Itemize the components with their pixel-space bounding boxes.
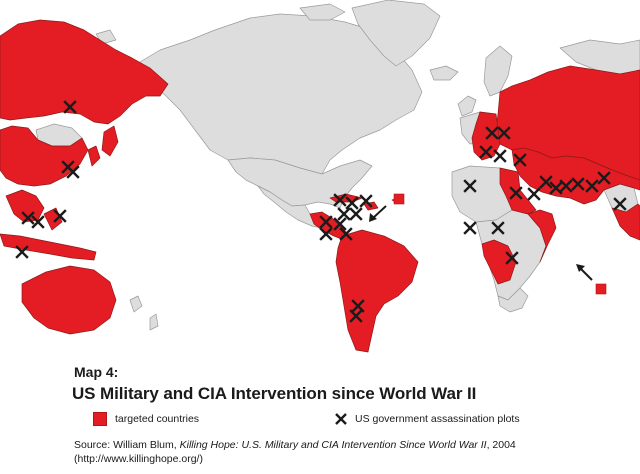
assassination-plot-marker — [63, 100, 77, 114]
assassination-plot-marker — [491, 221, 505, 235]
seychelles-callout-box — [595, 283, 607, 295]
assassination-plot-marker — [585, 179, 599, 193]
china — [0, 125, 89, 187]
legend-label-targeted: targeted countries — [115, 413, 200, 425]
assassination-plot-marker — [333, 193, 347, 207]
assassination-plot-marker — [463, 221, 477, 235]
assassination-plot-marker — [333, 217, 347, 231]
assassination-plot-marker — [66, 165, 80, 179]
canadian-islands — [299, 3, 346, 21]
red-square-icon — [93, 412, 107, 426]
australia — [21, 265, 117, 335]
east-africa — [527, 209, 557, 263]
pacific-islands — [129, 295, 159, 331]
indian-ocean-arrow-icon — [576, 264, 593, 281]
assassination-plot-marker — [349, 309, 363, 323]
legend-item-targeted: targeted countries — [93, 412, 199, 426]
greenland — [351, 0, 441, 67]
southeast-asia — [5, 189, 63, 231]
source-year: , 2004 — [486, 439, 516, 451]
source-book-title: Killing Hope: U.S. Military and CIA Inte… — [179, 439, 487, 451]
alaska-canada — [139, 13, 423, 175]
assassination-plot-marker — [613, 197, 627, 211]
assassination-plot-marker — [549, 181, 563, 195]
assassination-plot-marker — [359, 194, 373, 208]
grenada-callout-box — [393, 193, 405, 205]
assassination-plot-marker — [463, 179, 477, 193]
east-europe-balkans — [471, 111, 501, 161]
assassination-plot-marker — [513, 153, 527, 167]
siberia-north — [559, 39, 640, 75]
britain-scandinavia — [457, 45, 513, 117]
legend-label-assassination: US government assassination plots — [355, 413, 520, 425]
assassination-plot-marker — [571, 177, 585, 191]
assassination-plot-marker — [345, 196, 359, 210]
legend: targeted countries US government assassi… — [0, 412, 640, 432]
assassination-plot-marker — [15, 245, 29, 259]
congo-angola — [481, 239, 517, 285]
caribbean-arrow-icon — [369, 205, 387, 222]
source-citation: Source: William Blum, Killing Hope: U.S.… — [74, 438, 516, 466]
assassination-plot-marker — [509, 186, 523, 200]
x-mark-icon — [335, 413, 347, 425]
assassination-plot-marker — [505, 251, 519, 265]
assassination-plot-marker — [339, 227, 353, 241]
map-title: US Military and CIA Intervention since W… — [72, 384, 477, 403]
indonesia — [0, 233, 97, 261]
korea-japan — [87, 125, 119, 167]
legend-item-assassination: US government assassination plots — [333, 412, 520, 426]
assassination-plot-marker — [597, 171, 611, 185]
south-africa-region — [497, 287, 529, 313]
assassination-plot-marker — [319, 215, 333, 229]
assassination-plot-marker — [479, 145, 493, 159]
assassination-plot-marker — [349, 207, 363, 221]
assassination-plot-marker — [559, 179, 573, 193]
assassination-plot-marker — [319, 227, 333, 241]
assassination-plot-marker — [539, 175, 553, 189]
south-america — [335, 229, 419, 353]
source-line: Source: William Blum, Killing Hope: U.S.… — [74, 438, 516, 452]
assassination-plot-marker — [497, 126, 511, 140]
assassination-plot-marker — [485, 126, 499, 140]
targeted-countries — [0, 19, 640, 353]
source-url: (http://www.killinghope.org/) — [74, 453, 203, 465]
russia-east — [0, 19, 169, 125]
assassination-plot-marker — [21, 211, 35, 225]
assassination-markers — [15, 100, 627, 323]
map-number-label: Map 4: — [74, 364, 119, 380]
caribbean-callout — [369, 193, 405, 222]
assassination-plot-marker — [493, 149, 507, 163]
assassination-plot-marker — [53, 209, 67, 223]
assassination-plot-marker — [337, 207, 351, 221]
source-prefix: Source: William Blum, — [74, 439, 180, 451]
assassination-plot-marker — [31, 215, 45, 229]
indian-ocean-callout — [576, 264, 607, 295]
india — [611, 203, 640, 241]
assassination-plot-marker — [351, 299, 365, 313]
assassination-plot-marker — [527, 187, 541, 201]
iceland — [429, 65, 459, 81]
world-map — [0, 0, 640, 353]
